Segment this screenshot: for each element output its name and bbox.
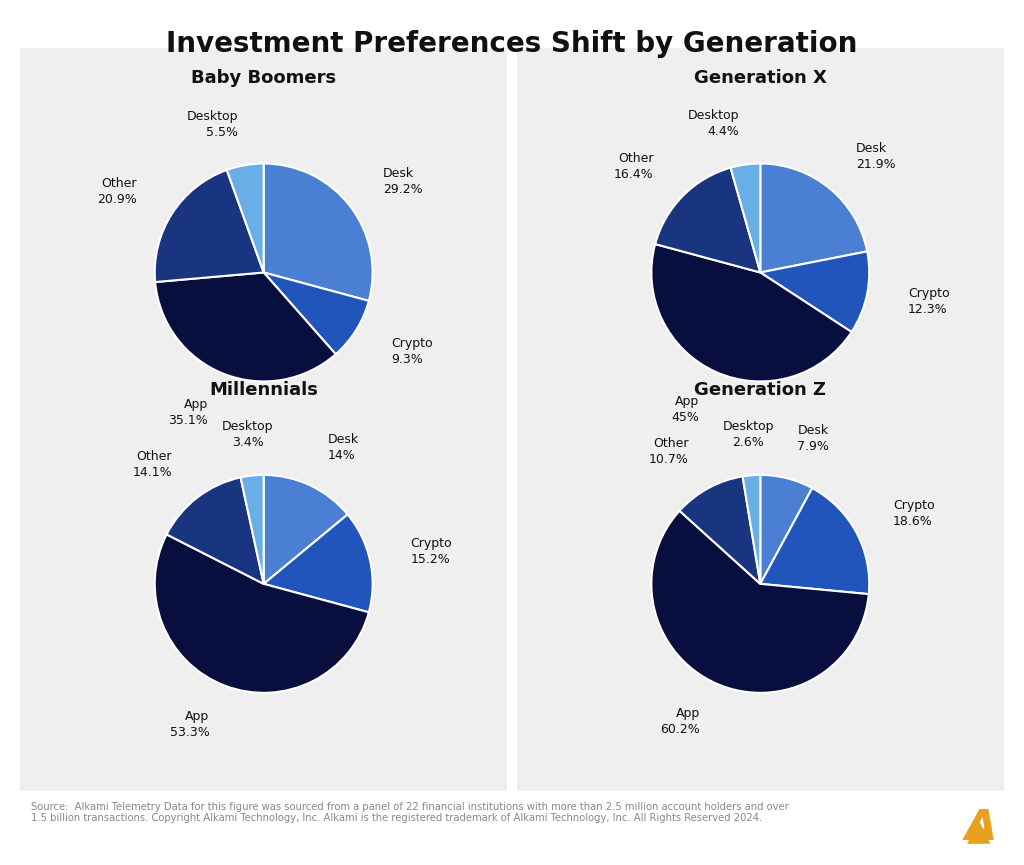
Text: A: A	[965, 807, 996, 849]
Wedge shape	[760, 163, 867, 272]
Text: App
45%: App 45%	[671, 395, 698, 424]
Wedge shape	[226, 163, 264, 272]
Wedge shape	[156, 272, 336, 381]
Text: Investment Preferences Shift by Generation: Investment Preferences Shift by Generati…	[166, 30, 858, 58]
FancyBboxPatch shape	[508, 39, 1014, 489]
Wedge shape	[264, 515, 373, 612]
Wedge shape	[167, 477, 264, 584]
Wedge shape	[742, 475, 761, 584]
Text: Other
14.1%: Other 14.1%	[132, 451, 172, 479]
Text: Other
16.4%: Other 16.4%	[613, 152, 653, 182]
Wedge shape	[760, 488, 869, 594]
Text: Generation Z: Generation Z	[694, 381, 826, 399]
Wedge shape	[263, 475, 347, 584]
Text: Desktop
4.4%: Desktop 4.4%	[688, 109, 739, 138]
Text: Crypto
18.6%: Crypto 18.6%	[893, 498, 935, 528]
Text: Desk
29.2%: Desk 29.2%	[383, 167, 423, 195]
FancyBboxPatch shape	[11, 39, 516, 489]
Text: Desk
14%: Desk 14%	[328, 433, 358, 462]
Wedge shape	[155, 535, 369, 693]
Wedge shape	[264, 272, 369, 354]
Text: Source:  Alkami Telemetry Data for this figure was sourced from a panel of 22 fi: Source: Alkami Telemetry Data for this f…	[31, 802, 788, 823]
FancyBboxPatch shape	[508, 350, 1014, 800]
Text: Crypto
15.2%: Crypto 15.2%	[411, 537, 453, 567]
Text: App
53.3%: App 53.3%	[170, 709, 210, 739]
Text: Other
10.7%: Other 10.7%	[648, 438, 688, 466]
Wedge shape	[241, 475, 264, 584]
Text: Desk
21.9%: Desk 21.9%	[856, 142, 895, 170]
FancyBboxPatch shape	[11, 350, 516, 800]
Wedge shape	[730, 163, 761, 272]
Wedge shape	[651, 244, 852, 381]
Text: Generation X: Generation X	[694, 69, 826, 87]
Text: Millennials: Millennials	[209, 381, 318, 399]
Text: Crypto
12.3%: Crypto 12.3%	[908, 286, 949, 316]
Text: Desktop
5.5%: Desktop 5.5%	[186, 110, 238, 139]
Text: Crypto
9.3%: Crypto 9.3%	[391, 337, 433, 367]
Wedge shape	[655, 168, 760, 272]
Text: Other
20.9%: Other 20.9%	[97, 177, 137, 206]
Text: Desktop
3.4%: Desktop 3.4%	[222, 420, 273, 449]
Text: App
60.2%: App 60.2%	[660, 707, 699, 736]
Wedge shape	[155, 170, 264, 282]
Wedge shape	[651, 511, 868, 693]
Text: App
35.1%: App 35.1%	[168, 398, 208, 426]
Text: ▲: ▲	[968, 817, 990, 847]
Wedge shape	[263, 163, 373, 301]
Text: Baby Boomers: Baby Boomers	[191, 69, 336, 87]
Wedge shape	[760, 475, 812, 584]
Wedge shape	[680, 477, 760, 584]
Text: Desk
7.9%: Desk 7.9%	[798, 424, 829, 452]
Wedge shape	[760, 252, 869, 332]
Text: Desktop
2.6%: Desktop 2.6%	[722, 420, 774, 449]
